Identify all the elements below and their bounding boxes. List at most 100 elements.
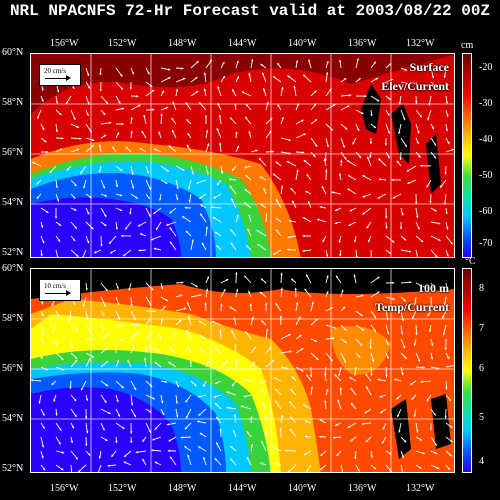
current-vector-head: [434, 451, 438, 454]
current-vector-head: [213, 395, 217, 398]
current-vector-head: [186, 301, 190, 305]
current-vector-head: [331, 191, 334, 194]
temperature-unit: °C: [465, 256, 476, 267]
current-vector-head: [198, 446, 201, 449]
current-vector-head: [404, 356, 407, 359]
current-vector-head: [370, 113, 373, 117]
current-vector-head: [259, 176, 263, 179]
current-vector-head: [341, 289, 344, 292]
current-vector-head: [118, 101, 121, 104]
current-vector-head: [94, 251, 97, 254]
current-vector-head: [259, 291, 263, 295]
current-vector-head: [314, 119, 318, 122]
current-vector-head: [198, 395, 201, 398]
current-vector-head: [402, 345, 406, 349]
current-vector-head: [361, 294, 364, 298]
current-vector-head: [182, 216, 185, 219]
current-vector-head: [361, 328, 365, 331]
current-vector-head: [403, 238, 406, 241]
current-vector-head: [121, 324, 124, 327]
current-vector-head: [129, 212, 132, 215]
current-vector-head: [346, 105, 350, 108]
current-vector-head: [304, 420, 308, 423]
current-vector-head: [348, 223, 352, 226]
current-vector-head: [86, 240, 90, 244]
current-vector-head: [42, 467, 46, 471]
current-vector-head: [271, 359, 275, 363]
current-vector-head: [373, 125, 377, 129]
current-vector-head: [401, 318, 405, 322]
current-vector-head: [194, 77, 198, 80]
current-vector-head: [41, 342, 44, 345]
current-vector-head: [288, 334, 291, 337]
velocity-scale-arrow: [45, 75, 71, 81]
current-vector-head: [442, 316, 445, 319]
current-vector-head: [109, 121, 112, 125]
current-vector-head: [166, 423, 170, 426]
current-vector-head: [320, 467, 323, 470]
current-vector-head: [40, 356, 43, 360]
current-vector-head: [338, 173, 342, 176]
current-vector-head: [117, 302, 120, 306]
current-vector-head: [359, 343, 363, 346]
current-vector-head: [99, 89, 102, 92]
current-vector-head: [334, 221, 338, 225]
current-vector-head: [49, 170, 53, 173]
elevation-unit: cm: [461, 40, 474, 51]
current-vector-head: [325, 72, 329, 75]
current-vector-head: [133, 414, 136, 418]
current-vector-head: [122, 426, 125, 429]
current-vector-head: [250, 443, 254, 447]
current-vector-head: [288, 219, 292, 223]
current-vector-head: [274, 462, 277, 465]
current-vector-head: [171, 129, 175, 133]
current-vector-head: [85, 288, 88, 291]
current-vector-head: [76, 148, 79, 152]
colorbar-tick: 4: [479, 456, 484, 467]
current-vector-head: [112, 146, 115, 150]
current-vector-head: [91, 355, 95, 358]
current-vector-head: [314, 90, 317, 93]
current-vector-head: [415, 101, 418, 104]
current-vector-head: [87, 102, 90, 105]
current-vector-head: [408, 250, 412, 253]
current-vector-head: [103, 304, 106, 307]
current-vector-head: [420, 380, 423, 384]
current-vector-head: [203, 88, 207, 91]
current-vector-head: [443, 75, 446, 78]
current-vector-head: [370, 455, 373, 458]
current-vector-head: [386, 342, 389, 346]
current-vector-head: [165, 298, 169, 301]
current-vector-head: [260, 203, 263, 206]
current-vector-head: [89, 130, 92, 133]
current-vector-head: [401, 213, 404, 216]
current-vector-head: [415, 332, 418, 336]
current-vector-head: [219, 428, 222, 431]
current-vector-head: [246, 456, 249, 460]
current-vector-head: [214, 231, 218, 235]
current-vector-head: [241, 91, 245, 94]
current-vector-head: [150, 332, 153, 336]
current-vector-head: [306, 274, 309, 277]
current-vector-head: [133, 387, 137, 391]
current-vector-head: [405, 82, 409, 85]
current-vector-head: [364, 94, 367, 98]
current-vector-head: [310, 386, 314, 389]
current-vector-head: [159, 198, 162, 201]
current-vector-head: [428, 329, 432, 332]
current-vector-head: [390, 78, 393, 82]
current-vector-head: [447, 467, 450, 471]
current-vector-head: [356, 58, 359, 61]
current-vector-head: [198, 413, 201, 416]
current-vector-head: [392, 196, 396, 199]
current-vector-head: [387, 113, 390, 116]
current-vector-head: [42, 426, 45, 429]
current-vector-head: [288, 138, 291, 142]
current-vector-head: [167, 449, 171, 453]
current-vector-head: [287, 248, 290, 251]
current-vector-head: [446, 227, 449, 230]
current-vector-head: [42, 413, 45, 416]
current-vector-head: [244, 202, 247, 205]
current-vector-head: [59, 148, 63, 151]
current-vector-head: [152, 397, 155, 400]
